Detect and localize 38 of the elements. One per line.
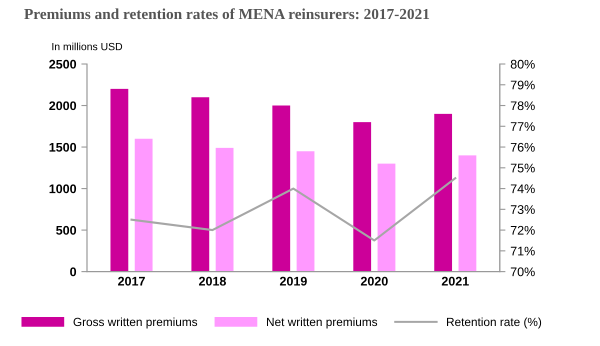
- legend-label: Retention rate (%): [447, 317, 542, 328]
- y2-tick-label: 79%: [510, 80, 535, 90]
- y2-tick-label: 78%: [510, 101, 535, 110]
- bar: [191, 97, 210, 272]
- bar: [216, 148, 234, 272]
- chart-title: Premiums and retention rates of MENA reinsurers: 2017-2021: [24, 8, 430, 20]
- bar: [458, 155, 476, 272]
- y-tick-label: 2000: [49, 101, 76, 110]
- bar: [296, 151, 314, 272]
- bar: [272, 106, 290, 272]
- y2-tick-label: 72%: [510, 226, 535, 235]
- y-tick-label: 2500: [49, 60, 76, 69]
- y2-tick-label: 73%: [510, 205, 535, 214]
- x-tick-label: 2020: [360, 276, 388, 286]
- y2-tick-label: 77%: [510, 122, 535, 131]
- x-tick-label: 2018: [198, 276, 226, 286]
- x-tick-label: 2021: [442, 276, 469, 286]
- bar: [378, 164, 396, 272]
- line-series: [130, 177, 456, 242]
- y2-tick-label: 80%: [510, 60, 535, 69]
- bar: [353, 122, 372, 272]
- x-tick-label: 2019: [280, 276, 307, 286]
- y2-tick-label: 74%: [510, 184, 535, 194]
- legend-label: Net written premiums: [267, 317, 378, 328]
- y2-tick-label: 75%: [510, 164, 535, 172]
- y-axis-title: In millions USD: [52, 42, 122, 50]
- y-tick-label: 1500: [50, 142, 76, 152]
- bar: [134, 138, 153, 272]
- legend-label: Gross written premiums: [74, 317, 198, 328]
- bar: [434, 114, 452, 272]
- y2-tick-label: 76%: [510, 142, 535, 152]
- bar: [110, 88, 128, 272]
- y2-tick-label: 71%: [510, 246, 535, 256]
- y-tick-label: 0: [70, 267, 76, 276]
- x-tick-label: 2017: [118, 276, 145, 286]
- y2-tick-label: 70%: [510, 267, 535, 276]
- y-tick-label: 500: [56, 226, 76, 235]
- y-tick-label: 1000: [50, 184, 76, 194]
